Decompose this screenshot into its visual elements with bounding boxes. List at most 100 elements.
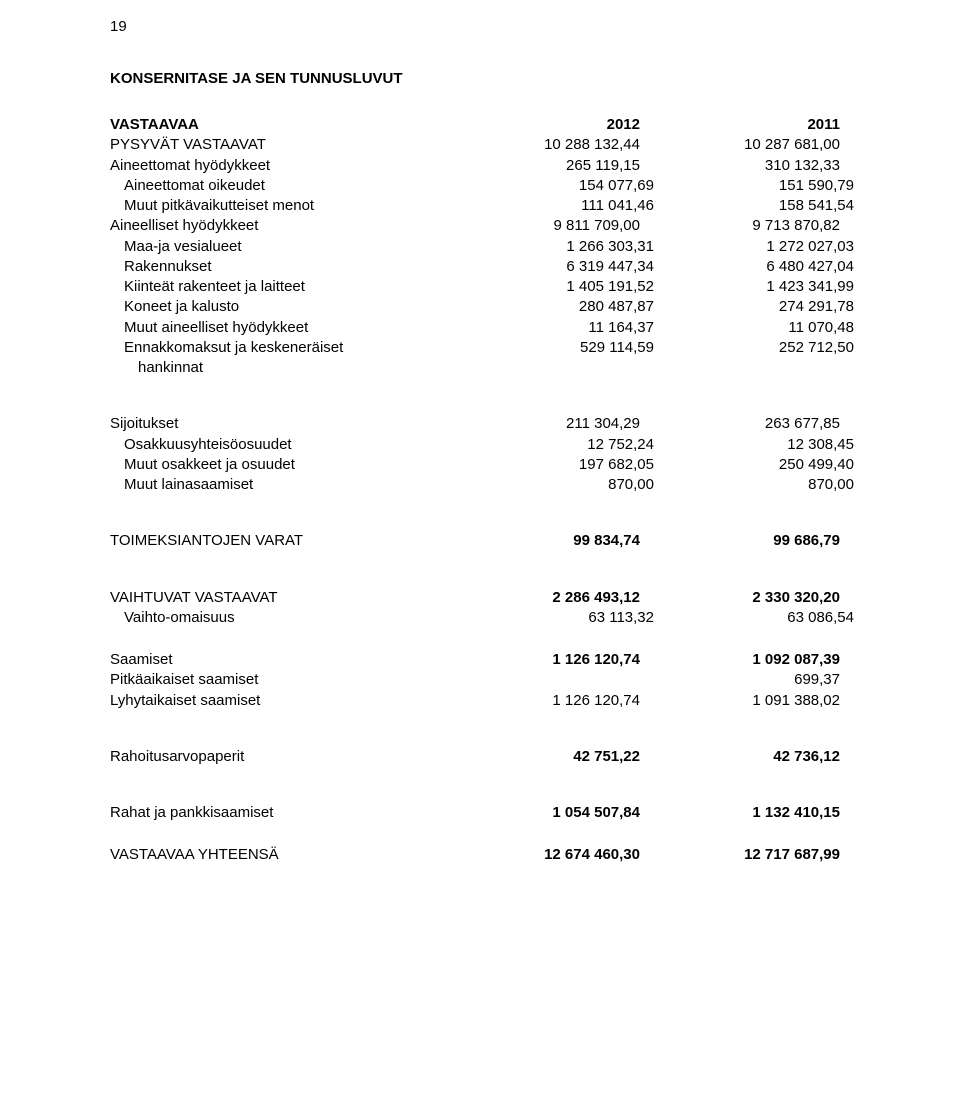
row-label: Osakkuusyhteisöosuudet: [110, 435, 454, 455]
row-value-2: 1 132 410,15: [640, 803, 840, 823]
row-value-2: 274 291,78: [654, 297, 854, 317]
row-label: Aineettomat oikeudet: [110, 176, 454, 196]
row-value-2: 6 480 427,04: [654, 257, 854, 277]
row-label: Pitkäaikaiset saamiset: [110, 670, 440, 690]
spacer: [110, 495, 890, 531]
document-title: KONSERNITASE JA SEN TUNNUSLUVUT: [110, 70, 890, 87]
table-row: Koneet ja kalusto 280 487,87 274 291,78: [110, 297, 890, 317]
row-label: VASTAAVAA YHTEENSÄ: [110, 845, 440, 865]
table-row: Aineelliset hyödykkeet 9 811 709,00 9 71…: [110, 216, 890, 236]
row-value-2: [668, 358, 868, 378]
row-value-1: 12 674 460,30: [440, 845, 640, 865]
row-value-2: 11 070,48: [654, 318, 854, 338]
table-row: TOIMEKSIANTOJEN VARAT 99 834,74 99 686,7…: [110, 531, 890, 551]
row-value-1: 1 054 507,84: [440, 803, 640, 823]
spacer: [110, 378, 890, 414]
row-value-2: 870,00: [654, 475, 854, 495]
row-label: Saamiset: [110, 650, 440, 670]
row-label: Kiinteät rakenteet ja laitteet: [110, 277, 454, 297]
table-row: hankinnat: [110, 358, 890, 378]
row-value-1: [440, 670, 640, 690]
table-row: Kiinteät rakenteet ja laitteet 1 405 191…: [110, 277, 890, 297]
table-row: Muut osakkeet ja osuudet 197 682,05 250 …: [110, 455, 890, 475]
row-label: TOIMEKSIANTOJEN VARAT: [110, 531, 440, 551]
row-value-2: 252 712,50: [654, 338, 854, 358]
row-label: Muut osakkeet ja osuudet: [110, 455, 454, 475]
table-row: Muut lainasaamiset 870,00 870,00: [110, 475, 890, 495]
table-row: Vaihto-omaisuus 63 113,32 63 086,54: [110, 608, 890, 628]
table-row: Rakennukset 6 319 447,34 6 480 427,04: [110, 257, 890, 277]
row-value-1: 111 041,46: [454, 196, 654, 216]
row-value-2: 1 423 341,99: [654, 277, 854, 297]
row-label: Muut lainasaamiset: [110, 475, 454, 495]
row-value-2: 1 092 087,39: [640, 650, 840, 670]
row-value-2: 1 091 388,02: [640, 691, 840, 711]
spacer: [110, 552, 890, 588]
row-value-1: 1 126 120,74: [440, 650, 640, 670]
spacer: [110, 767, 890, 803]
row-value-1: 10 288 132,44: [440, 135, 640, 155]
spacer: [110, 711, 890, 747]
page-container: 19 KONSERNITASE JA SEN TUNNUSLUVUT VASTA…: [0, 0, 960, 1093]
row-value-2: 151 590,79: [654, 176, 854, 196]
row-label: Vaihto-omaisuus: [110, 608, 454, 628]
spacer: [110, 823, 890, 845]
row-value-2: 158 541,54: [654, 196, 854, 216]
row-value-2: 310 132,33: [640, 156, 840, 176]
header-label: VASTAAVAA: [110, 115, 440, 135]
row-label: Muut aineelliset hyödykkeet: [110, 318, 454, 338]
row-label: Koneet ja kalusto: [110, 297, 454, 317]
row-value-1: 11 164,37: [454, 318, 654, 338]
table-row: VAIHTUVAT VASTAAVAT 2 286 493,12 2 330 3…: [110, 588, 890, 608]
table-row-total: VASTAAVAA YHTEENSÄ 12 674 460,30 12 717 …: [110, 845, 890, 865]
page-number: 19: [110, 18, 127, 35]
row-value-1: 99 834,74: [440, 531, 640, 551]
row-label: VAIHTUVAT VASTAAVAT: [110, 588, 440, 608]
row-value-1: 6 319 447,34: [454, 257, 654, 277]
row-value-1: 870,00: [454, 475, 654, 495]
row-value-1: 12 752,24: [454, 435, 654, 455]
row-value-2: 9 713 870,82: [640, 216, 840, 236]
table-row: Osakkuusyhteisöosuudet 12 752,24 12 308,…: [110, 435, 890, 455]
table-row: Aineettomat oikeudet 154 077,69 151 590,…: [110, 176, 890, 196]
table-row: Muut aineelliset hyödykkeet 11 164,37 11…: [110, 318, 890, 338]
row-value-1: 1 126 120,74: [440, 691, 640, 711]
row-value-1: 1 405 191,52: [454, 277, 654, 297]
row-value-1: 2 286 493,12: [440, 588, 640, 608]
row-value-1: 9 811 709,00: [440, 216, 640, 236]
row-value-1: 42 751,22: [440, 747, 640, 767]
table-row: Saamiset 1 126 120,74 1 092 087,39: [110, 650, 890, 670]
table-row: Pitkäaikaiset saamiset 699,37: [110, 670, 890, 690]
row-value-2: 2 330 320,20: [640, 588, 840, 608]
row-label: Rahat ja pankkisaamiset: [110, 803, 440, 823]
row-label: Muut pitkävaikutteiset menot: [110, 196, 454, 216]
row-value-1: 529 114,59: [454, 338, 654, 358]
row-label: Rakennukset: [110, 257, 454, 277]
row-value-2: 99 686,79: [640, 531, 840, 551]
table-row: PYSYVÄT VASTAAVAT 10 288 132,44 10 287 6…: [110, 135, 890, 155]
row-value-1: 1 266 303,31: [454, 237, 654, 257]
table-row: Muut pitkävaikutteiset menot 111 041,46 …: [110, 196, 890, 216]
row-value-1: 280 487,87: [454, 297, 654, 317]
row-value-2: 250 499,40: [654, 455, 854, 475]
table-row: Rahoitusarvopaperit 42 751,22 42 736,12: [110, 747, 890, 767]
row-label: Rahoitusarvopaperit: [110, 747, 440, 767]
row-value-2: 12 308,45: [654, 435, 854, 455]
spacer: [110, 628, 890, 650]
row-value-1: 211 304,29: [440, 414, 640, 434]
row-value-1: 265 119,15: [440, 156, 640, 176]
header-year-2: 2011: [640, 115, 840, 135]
table-row: Maa-ja vesialueet 1 266 303,31 1 272 027…: [110, 237, 890, 257]
row-value-2: 12 717 687,99: [640, 845, 840, 865]
table-row: Sijoitukset 211 304,29 263 677,85: [110, 414, 890, 434]
row-value-1: 63 113,32: [454, 608, 654, 628]
row-value-1: [468, 358, 668, 378]
row-label: hankinnat: [110, 358, 468, 378]
row-value-2: 10 287 681,00: [640, 135, 840, 155]
row-label: Aineettomat hyödykkeet: [110, 156, 440, 176]
row-value-2: 699,37: [640, 670, 840, 690]
row-value-1: 197 682,05: [454, 455, 654, 475]
row-value-2: 1 272 027,03: [654, 237, 854, 257]
row-label: Lyhytaikaiset saamiset: [110, 691, 440, 711]
table-row: Aineettomat hyödykkeet 265 119,15 310 13…: [110, 156, 890, 176]
